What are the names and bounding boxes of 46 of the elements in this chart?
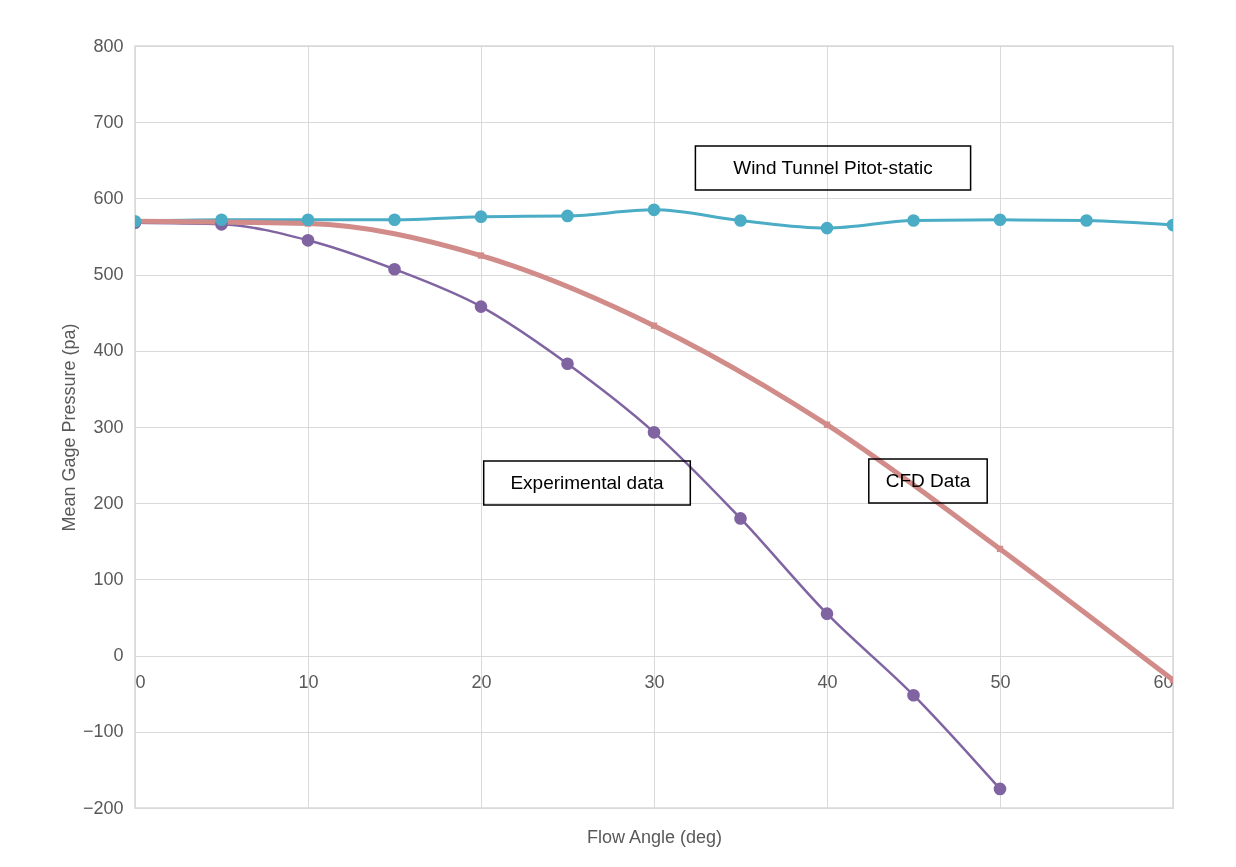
x-tick-label: 50 [990,672,1011,693]
y-tick-label: 800 [93,35,124,56]
point [907,214,920,227]
x-tick-label: 0 [135,672,146,693]
point [477,252,485,259]
point [474,300,488,313]
point [734,512,747,525]
y-tick-label: 400 [93,340,124,361]
x-tick-label: 10 [298,672,319,693]
y-tick-label: 500 [93,264,124,285]
x-tick-label: 40 [817,672,838,693]
series-label: Wind Tunnel Pitot-static [733,157,933,178]
point [996,545,1004,553]
point [474,210,488,223]
point [388,213,401,227]
y-tick-label: 600 [93,187,124,208]
point [561,209,574,223]
point [823,421,831,428]
point [820,221,834,235]
point [301,213,315,227]
point [907,688,920,702]
point [993,782,1007,796]
y-tick-label: −100 [82,721,124,742]
point [993,213,1007,227]
x-tick-label: 20 [471,672,492,693]
point [561,357,574,371]
point [301,234,315,247]
point [820,607,834,620]
y-tick-label: −200 [82,797,124,818]
y-tick-label: 100 [93,568,124,589]
y-tick-label: 200 [93,492,124,513]
x-axis-title: Flow Angle (deg) [586,826,723,847]
point [647,426,661,439]
series-label: Experimental data [510,472,664,493]
point [734,214,747,227]
y-tick-label: 300 [93,416,124,437]
y-tick-label: 0 [113,645,124,666]
series-label: CFD Data [885,470,971,491]
x-tick-label: 30 [644,672,665,693]
point [388,262,401,276]
point [650,322,658,329]
y-tick-label: 700 [93,111,124,132]
point [215,213,228,227]
y-axis-title: Mean Gage Pressure (pa) [58,323,79,532]
point [1080,214,1093,227]
point [647,203,661,217]
